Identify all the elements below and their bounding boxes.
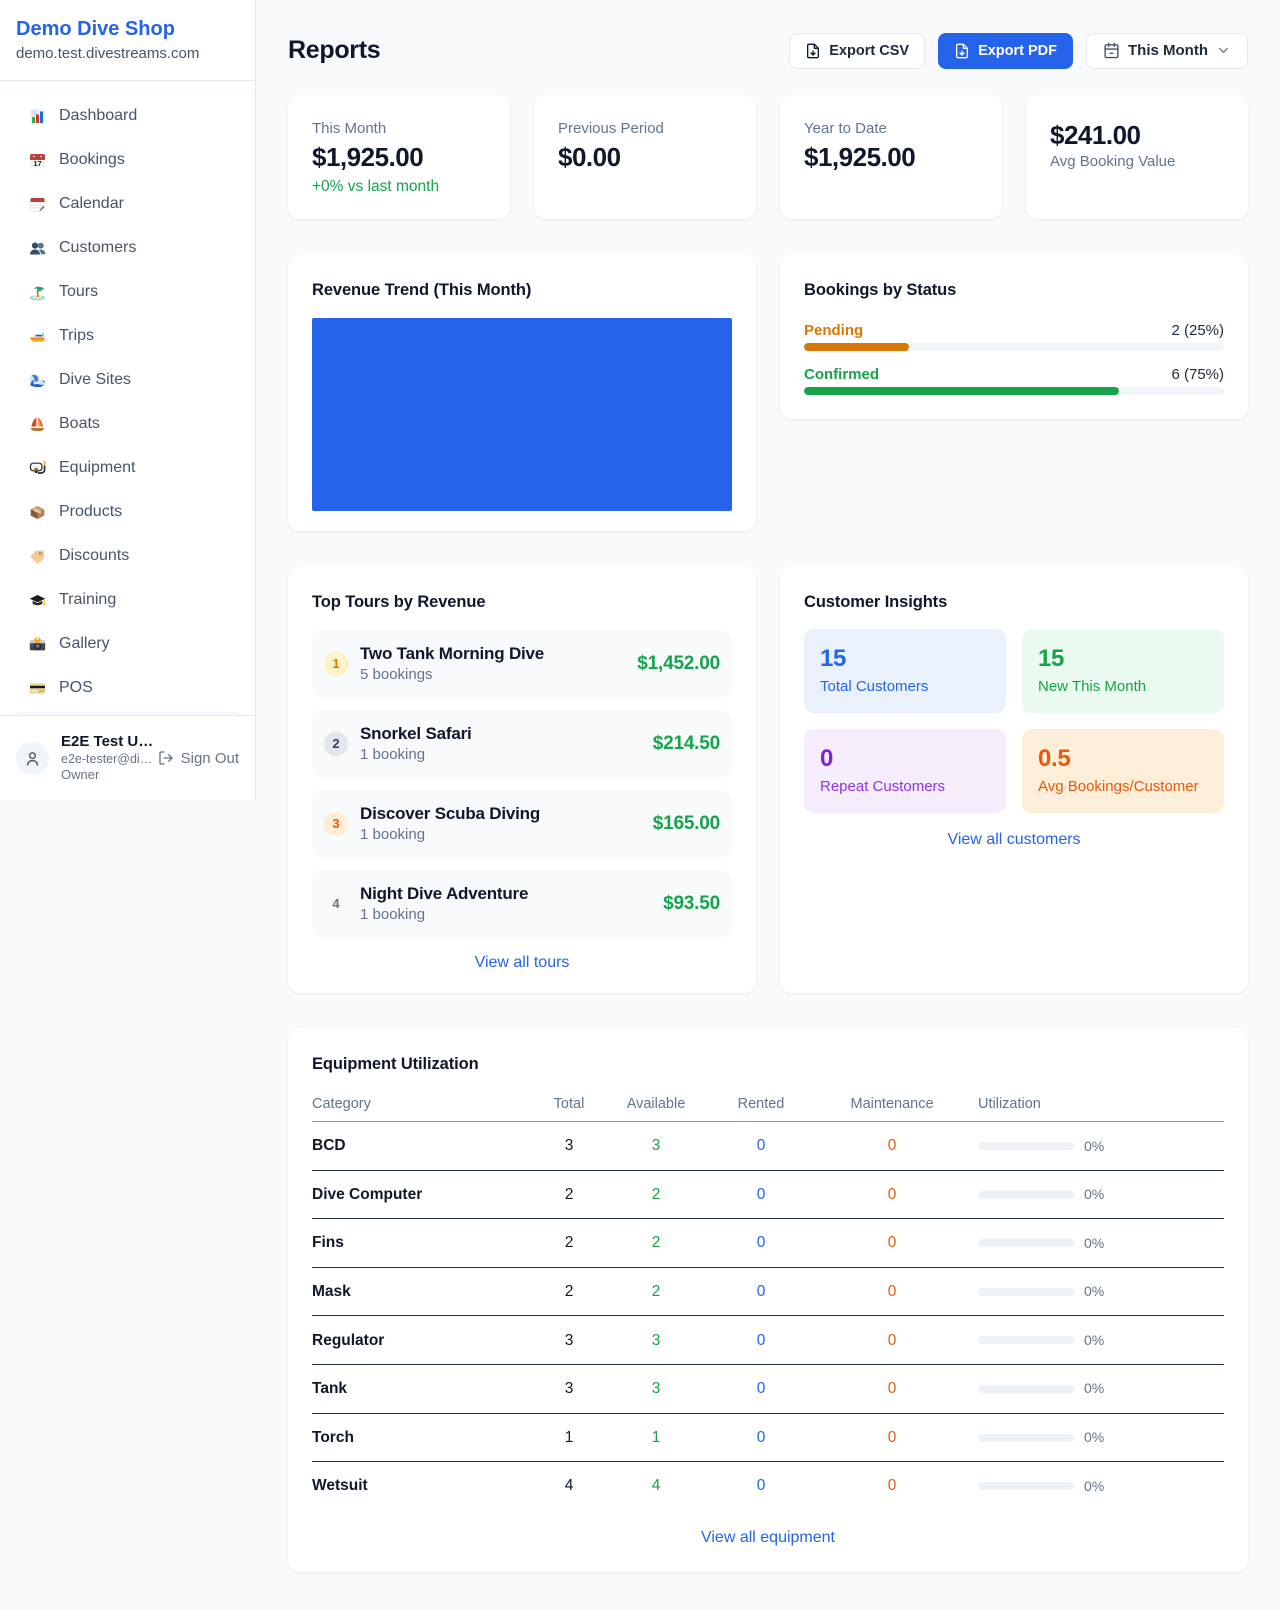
svg-text:17: 17 bbox=[33, 159, 41, 168]
